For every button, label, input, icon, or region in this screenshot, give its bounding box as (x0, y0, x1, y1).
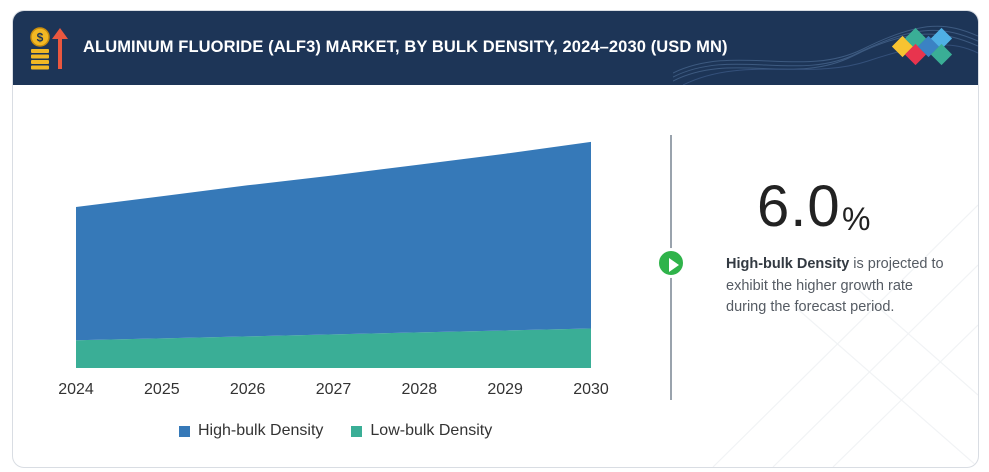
brand-diamond-logo (891, 27, 953, 66)
legend-item-low-bulk: Low-bulk Density (351, 422, 492, 440)
growth-rate-unit: % (842, 201, 871, 237)
legend-label-low-bulk: Low-bulk Density (370, 422, 493, 439)
chart-title: ALUMINUM FLUORIDE (ALF3) MARKET, BY BULK… (83, 38, 728, 56)
money-growth-icon: $ (30, 27, 68, 70)
legend-swatch-low-bulk (351, 425, 363, 437)
growth-rate-value: 6.0 (757, 174, 841, 239)
infographic-card: $ ALUMINUM FLUORIDE (ALF3) MARKET, BY BU… (12, 10, 979, 468)
area-series-high-bulk-density (76, 141, 591, 341)
callout-body: is projected to exhibit the higher growt… (726, 256, 944, 315)
play-icon[interactable] (656, 248, 686, 278)
legend-swatch-high-bulk (179, 425, 190, 437)
legend-label-high-bulk: High-bulk Density (198, 422, 324, 439)
x-tick-label: 2030 (573, 381, 609, 398)
callout-highlight: High-bulk Density (726, 256, 850, 272)
chart-legend: High-bulk Density Low-bulk Density (179, 420, 520, 442)
area-series-low-bulk-density (76, 328, 591, 368)
area-chart: 2024 2025 2026 2027 2028 2029 2030 (58, 141, 609, 398)
x-tick-label: 2027 (316, 381, 352, 398)
x-tick-label: 2028 (402, 381, 438, 398)
x-tick-label: 2025 (144, 381, 180, 398)
x-tick-label: 2024 (58, 381, 94, 398)
legend-item-high-bulk: High-bulk Density (179, 422, 323, 440)
decorative-background-lines (712, 204, 978, 467)
callout-description: High-bulk Density is projected to exhibi… (726, 254, 956, 319)
svg-text:$: $ (37, 31, 44, 45)
x-tick-label: 2029 (487, 381, 523, 398)
header-bar: $ ALUMINUM FLUORIDE (ALF3) MARKET, BY BU… (13, 11, 978, 85)
x-tick-label: 2026 (230, 381, 266, 398)
